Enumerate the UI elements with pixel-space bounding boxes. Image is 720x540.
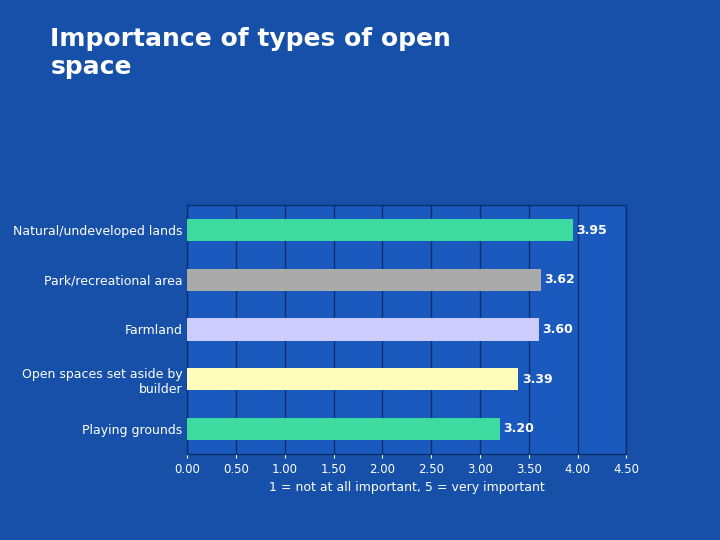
X-axis label: 1 = not at all important, 5 = very important: 1 = not at all important, 5 = very impor… bbox=[269, 481, 544, 494]
Bar bbox=[187, 268, 541, 291]
Bar bbox=[187, 368, 518, 390]
Bar bbox=[187, 219, 572, 241]
Text: Importance of types of open
space: Importance of types of open space bbox=[50, 27, 451, 79]
Bar bbox=[187, 417, 500, 440]
Bar bbox=[187, 318, 539, 341]
Text: 3.95: 3.95 bbox=[577, 224, 608, 237]
Text: 3.20: 3.20 bbox=[503, 422, 534, 435]
Text: 3.39: 3.39 bbox=[522, 373, 552, 386]
Text: 3.62: 3.62 bbox=[544, 273, 575, 286]
Text: 3.60: 3.60 bbox=[542, 323, 573, 336]
